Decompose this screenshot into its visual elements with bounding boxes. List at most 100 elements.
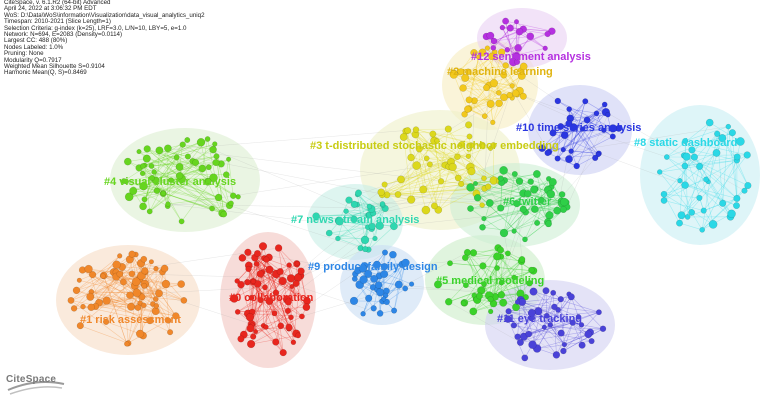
- network-node[interactable]: [504, 250, 511, 257]
- cluster-label-10[interactable]: #10 time series analysis: [516, 122, 642, 134]
- network-node[interactable]: [250, 278, 257, 285]
- network-node[interactable]: [448, 162, 457, 172]
- network-node[interactable]: [131, 277, 141, 287]
- network-node[interactable]: [244, 248, 252, 256]
- network-node[interactable]: [549, 129, 557, 137]
- network-node[interactable]: [278, 276, 287, 286]
- cluster-label-1[interactable]: #1 risk assessment: [80, 314, 181, 326]
- network-node[interactable]: [205, 178, 212, 185]
- network-node[interactable]: [542, 45, 548, 51]
- network-node[interactable]: [544, 149, 551, 157]
- network-node[interactable]: [192, 159, 200, 167]
- network-node[interactable]: [372, 235, 378, 242]
- network-node[interactable]: [165, 317, 172, 324]
- network-node[interactable]: [290, 339, 297, 345]
- network-node[interactable]: [165, 201, 171, 207]
- network-node[interactable]: [495, 99, 503, 108]
- network-node[interactable]: [468, 142, 475, 149]
- network-node[interactable]: [279, 349, 287, 357]
- network-node[interactable]: [70, 305, 78, 312]
- network-node[interactable]: [142, 154, 151, 163]
- network-node[interactable]: [593, 110, 600, 117]
- network-node[interactable]: [459, 84, 467, 92]
- network-node[interactable]: [499, 24, 506, 31]
- network-node[interactable]: [514, 44, 522, 52]
- network-node[interactable]: [569, 123, 578, 132]
- network-node[interactable]: [560, 131, 569, 140]
- network-node[interactable]: [478, 48, 487, 57]
- network-node[interactable]: [478, 141, 486, 149]
- network-node[interactable]: [360, 235, 370, 245]
- network-node[interactable]: [253, 260, 260, 267]
- network-node[interactable]: [481, 216, 487, 222]
- network-node[interactable]: [560, 147, 566, 153]
- network-node[interactable]: [209, 205, 216, 212]
- network-node[interactable]: [454, 153, 461, 161]
- network-node[interactable]: [360, 311, 366, 317]
- network-node[interactable]: [533, 170, 541, 178]
- network-node[interactable]: [286, 274, 296, 283]
- network-node[interactable]: [514, 333, 521, 340]
- network-node[interactable]: [505, 308, 512, 315]
- network-node[interactable]: [136, 149, 142, 155]
- network-node[interactable]: [454, 174, 462, 182]
- network-node[interactable]: [430, 202, 438, 210]
- network-node[interactable]: [161, 279, 171, 289]
- network-node[interactable]: [608, 124, 618, 133]
- network-node[interactable]: [733, 194, 741, 202]
- network-node[interactable]: [164, 144, 172, 153]
- network-node[interactable]: [76, 277, 82, 283]
- network-node[interactable]: [129, 186, 138, 195]
- network-node[interactable]: [660, 190, 668, 198]
- network-node[interactable]: [490, 119, 496, 126]
- network-node[interactable]: [404, 127, 412, 135]
- network-node[interactable]: [100, 273, 106, 279]
- network-node[interactable]: [681, 181, 689, 189]
- network-node[interactable]: [380, 270, 389, 278]
- network-node[interactable]: [499, 228, 509, 238]
- network-node[interactable]: [212, 159, 220, 167]
- network-node[interactable]: [727, 209, 736, 219]
- network-node[interactable]: [599, 325, 607, 332]
- network-node[interactable]: [708, 220, 718, 229]
- network-node[interactable]: [473, 180, 479, 186]
- network-node[interactable]: [519, 62, 528, 71]
- network-node[interactable]: [719, 199, 727, 207]
- network-node[interactable]: [497, 175, 504, 182]
- network-node[interactable]: [497, 291, 506, 299]
- network-node[interactable]: [548, 178, 557, 187]
- network-node[interactable]: [493, 252, 502, 261]
- network-node[interactable]: [485, 183, 492, 190]
- network-node[interactable]: [179, 141, 186, 148]
- network-node[interactable]: [554, 155, 561, 162]
- network-node[interactable]: [544, 312, 550, 319]
- network-node[interactable]: [123, 178, 129, 185]
- network-node[interactable]: [741, 187, 748, 194]
- network-node[interactable]: [499, 298, 508, 307]
- network-node[interactable]: [209, 145, 217, 154]
- network-node[interactable]: [402, 285, 409, 292]
- network-node[interactable]: [222, 171, 230, 178]
- network-node[interactable]: [160, 264, 169, 273]
- network-node[interactable]: [488, 52, 496, 61]
- network-node[interactable]: [394, 191, 402, 198]
- network-node[interactable]: [519, 205, 527, 213]
- network-node[interactable]: [545, 211, 554, 220]
- network-node[interactable]: [445, 298, 453, 306]
- network-node[interactable]: [559, 205, 567, 213]
- network-node[interactable]: [276, 268, 284, 276]
- network-node[interactable]: [467, 205, 474, 212]
- network-node[interactable]: [155, 146, 164, 155]
- network-node[interactable]: [412, 161, 421, 170]
- network-node[interactable]: [76, 322, 84, 330]
- network-node[interactable]: [541, 324, 547, 330]
- network-node[interactable]: [476, 54, 482, 60]
- cluster-label-9[interactable]: #9 product family design: [308, 261, 438, 273]
- network-node[interactable]: [343, 208, 349, 214]
- network-node[interactable]: [128, 250, 136, 258]
- network-node[interactable]: [80, 303, 86, 310]
- network-node[interactable]: [409, 281, 415, 287]
- network-node[interactable]: [124, 341, 130, 347]
- network-node[interactable]: [479, 223, 486, 231]
- network-node[interactable]: [238, 254, 247, 262]
